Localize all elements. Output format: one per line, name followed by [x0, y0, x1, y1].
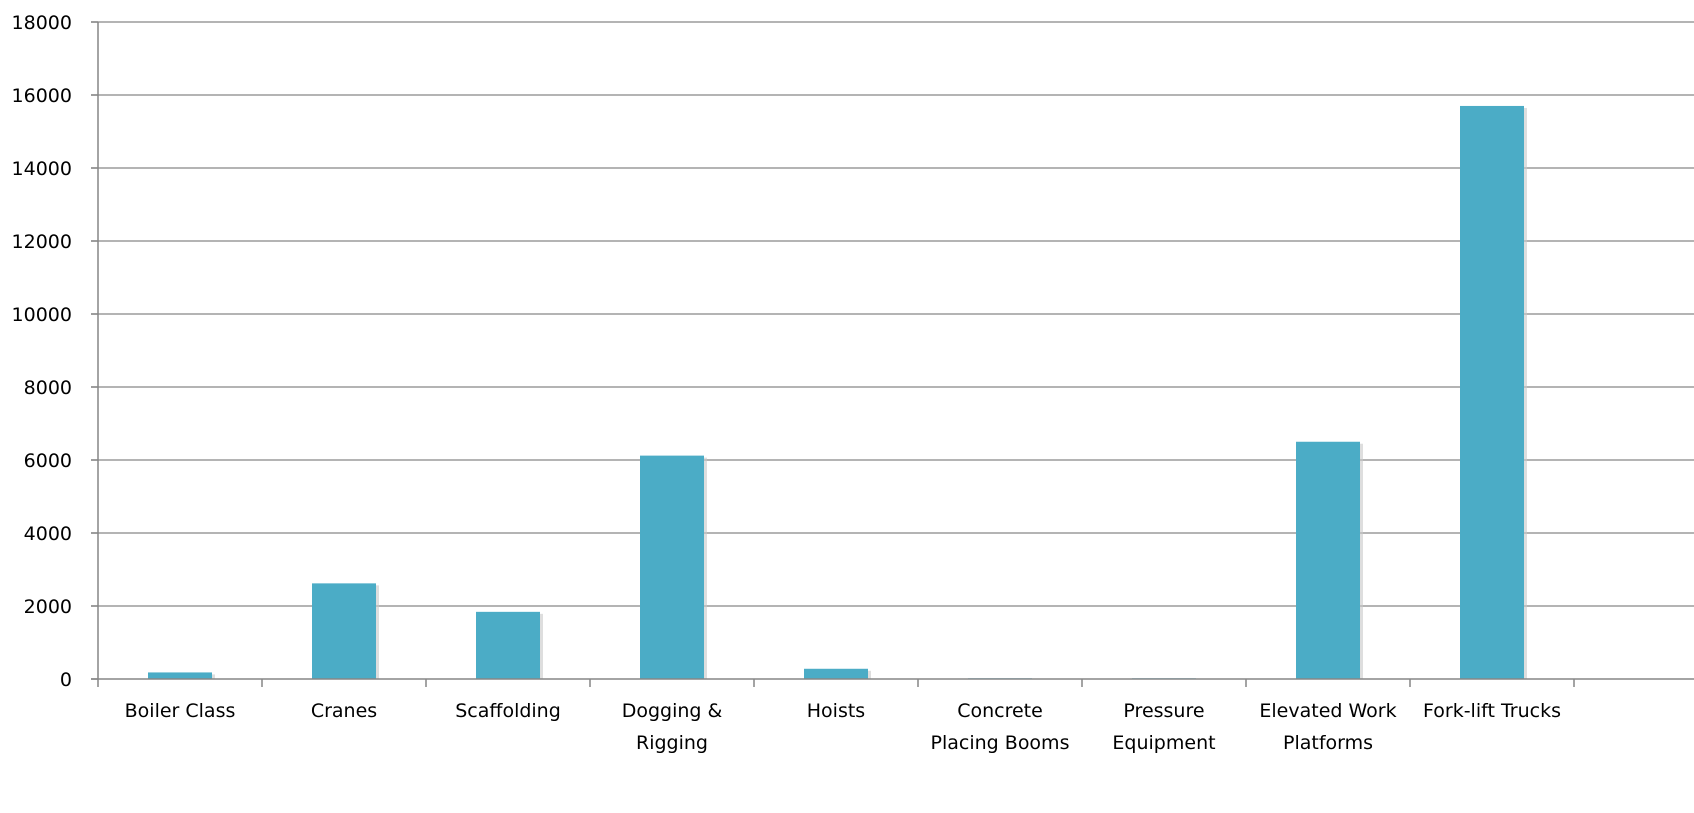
- axes: [91, 21, 1694, 687]
- bar: [640, 455, 704, 679]
- bar: [1296, 441, 1360, 679]
- bar: [148, 672, 212, 679]
- x-category-label: Placing Booms: [931, 732, 1070, 754]
- x-category-label: Elevated Work: [1259, 700, 1396, 722]
- y-tick-label: 16000: [12, 85, 72, 107]
- y-tick-label: 14000: [12, 158, 72, 180]
- x-category-label: Scaffolding: [455, 700, 561, 722]
- y-tick-label: 10000: [12, 304, 72, 326]
- y-tick-label: 2000: [24, 596, 72, 618]
- bar: [1460, 105, 1524, 679]
- x-category-label: Equipment: [1112, 732, 1215, 754]
- x-category-label: Dogging &: [622, 700, 723, 722]
- bar: [476, 611, 540, 679]
- bars: [148, 105, 1527, 679]
- y-axis-tick-labels: 0 2000 4000 6000 8000 10000 12000 14000 16000 180…: [12, 12, 72, 691]
- y-tick-label: 0: [60, 669, 72, 691]
- gridlines: [91, 21, 1694, 607]
- y-tick-label: 18000: [12, 12, 72, 34]
- x-category-label: Cranes: [311, 700, 377, 722]
- y-tick-label: 12000: [12, 231, 72, 253]
- x-category-label: Pressure: [1123, 700, 1204, 722]
- x-category-label: Hoists: [807, 700, 865, 722]
- bar: [312, 583, 376, 679]
- x-category-label: Platforms: [1283, 732, 1373, 754]
- x-category-label: Fork-lift Trucks: [1423, 700, 1561, 722]
- bar: [804, 668, 868, 679]
- y-tick-label: 4000: [24, 523, 72, 545]
- y-tick-label: 6000: [24, 450, 72, 472]
- x-axis-category-labels: Boiler Class Cranes Scaffolding Dogging & Ri…: [125, 700, 1561, 754]
- x-category-label: Rigging: [636, 732, 708, 754]
- y-tick-label: 8000: [24, 377, 72, 399]
- x-category-label: Concrete: [957, 700, 1043, 722]
- x-category-label: Boiler Class: [125, 700, 236, 722]
